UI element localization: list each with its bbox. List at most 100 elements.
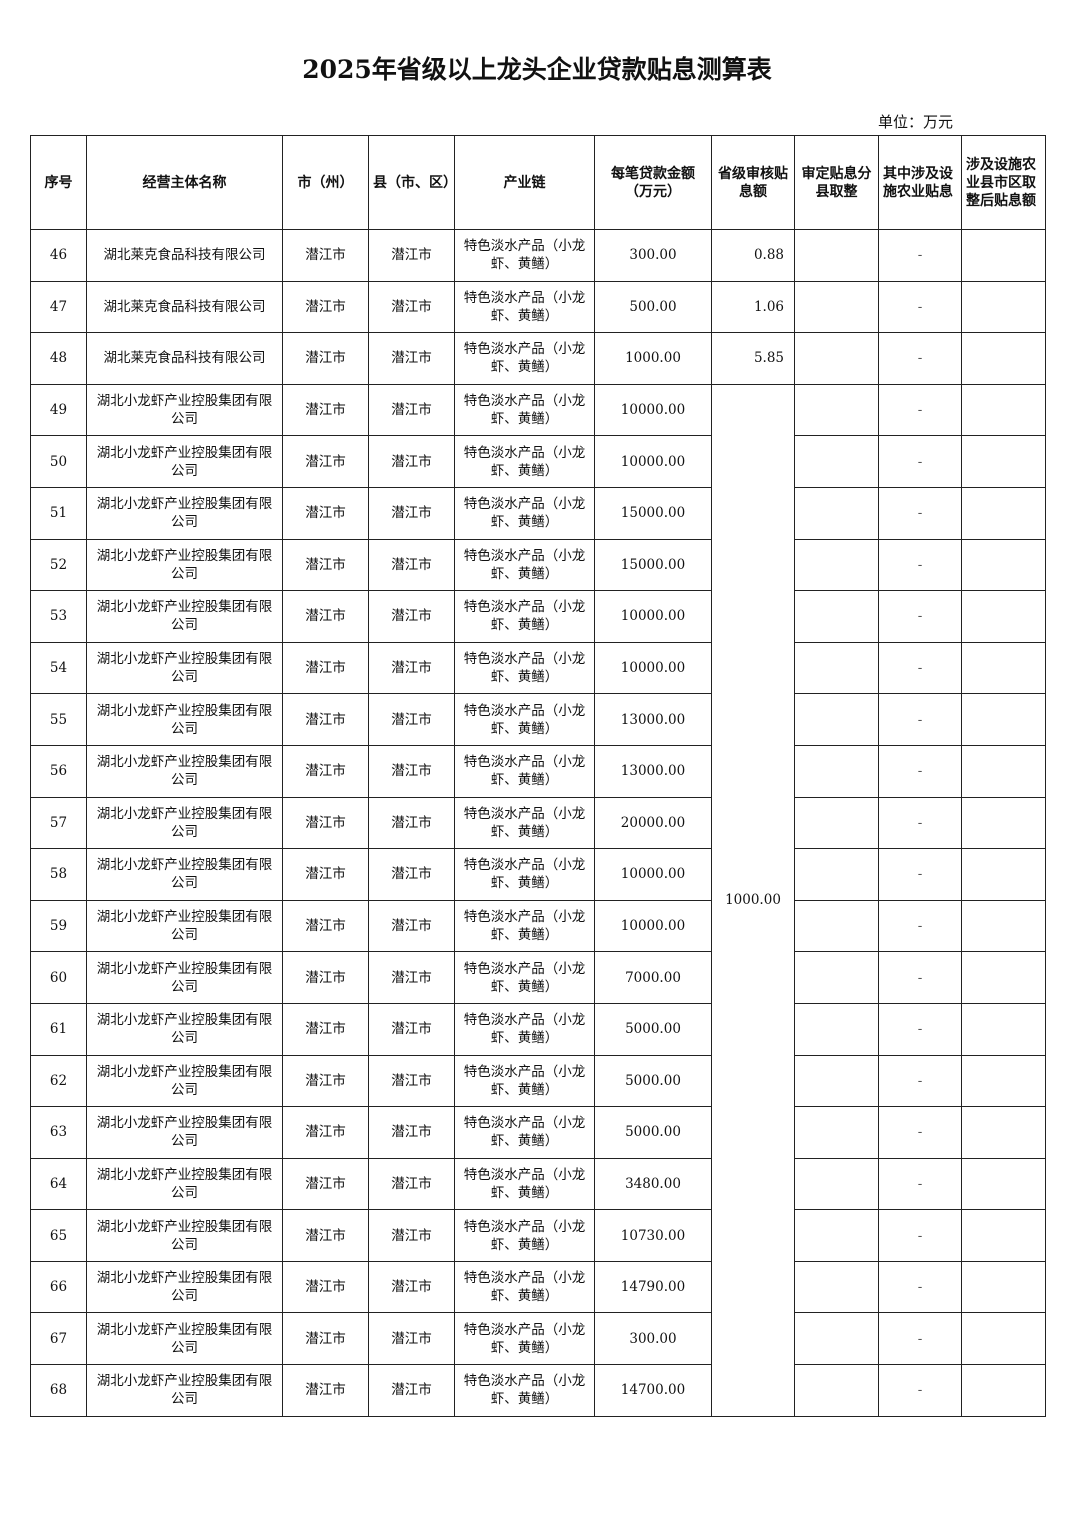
cell-rounded bbox=[794, 538, 879, 592]
cell-chain: 特色淡水产品（小龙虾、黄鳝） bbox=[454, 1312, 595, 1366]
cell-amount: 7000.00 bbox=[594, 951, 712, 1004]
cell-no: 53 bbox=[30, 590, 87, 643]
cell-chain: 特色淡水产品（小龙虾、黄鳝） bbox=[454, 1157, 595, 1211]
cell-facility: - bbox=[878, 848, 962, 901]
cell-city: 潜江市 bbox=[282, 280, 369, 334]
cell-city: 潜江市 bbox=[282, 1364, 369, 1417]
cell-rounded bbox=[794, 1054, 879, 1108]
cell-facility: - bbox=[878, 1106, 962, 1159]
cell-rounded bbox=[794, 1260, 879, 1314]
cell-amount: 13000.00 bbox=[594, 693, 712, 746]
cell-county: 潜江市 bbox=[368, 229, 455, 282]
cell-name: 湖北小龙虾产业控股集团有限公司 bbox=[86, 951, 283, 1004]
cell-amount: 10000.00 bbox=[594, 641, 712, 695]
col-header-no: 序号 bbox=[30, 135, 87, 230]
cell-rounded bbox=[794, 1106, 879, 1159]
cell-city: 潜江市 bbox=[282, 1106, 369, 1159]
cell-no: 50 bbox=[30, 435, 87, 488]
cell-final bbox=[961, 538, 1046, 592]
col-header-rounded: 审定贴息分县取整 bbox=[794, 135, 879, 230]
cell-name: 湖北小龙虾产业控股集团有限公司 bbox=[86, 899, 283, 953]
cell-rounded bbox=[794, 486, 879, 540]
table-row: 47 湖北莱克食品科技有限公司 潜江市 潜江市 特色淡水产品（小龙虾、黄鳝） 500.00… bbox=[30, 280, 1046, 334]
cell-chain: 特色淡水产品（小龙虾、黄鳝） bbox=[454, 383, 595, 437]
cell-city: 潜江市 bbox=[282, 951, 369, 1004]
cell-name: 湖北小龙虾产业控股集团有限公司 bbox=[86, 538, 283, 592]
cell-chain: 特色淡水产品（小龙虾、黄鳝） bbox=[454, 1002, 595, 1056]
cell-county: 潜江市 bbox=[368, 1312, 455, 1366]
table-row: 67 湖北小龙虾产业控股集团有限公司 潜江市 潜江市 特色淡水产品（小龙虾、黄鳝） 300… bbox=[30, 1312, 1046, 1366]
cell-no: 52 bbox=[30, 538, 87, 592]
cell-subsidy: 0.88 bbox=[711, 229, 795, 282]
cell-facility: - bbox=[878, 796, 962, 850]
cell-amount: 15000.00 bbox=[594, 486, 712, 540]
table-row: 58 湖北小龙虾产业控股集团有限公司 潜江市 潜江市 特色淡水产品（小龙虾、黄鳝） 100… bbox=[30, 848, 1046, 901]
cell-final bbox=[961, 1260, 1046, 1314]
cell-rounded bbox=[794, 693, 879, 746]
cell-rounded bbox=[794, 229, 879, 282]
cell-final bbox=[961, 744, 1046, 798]
cell-amount: 10000.00 bbox=[594, 848, 712, 901]
cell-chain: 特色淡水产品（小龙虾、黄鳝） bbox=[454, 1209, 595, 1262]
cell-county: 潜江市 bbox=[368, 280, 455, 334]
cell-subsidy: 1.06 bbox=[711, 280, 795, 334]
cell-rounded bbox=[794, 280, 879, 334]
col-header-city: 市（州） bbox=[282, 135, 369, 230]
cell-amount: 5000.00 bbox=[594, 1054, 712, 1108]
cell-final bbox=[961, 332, 1046, 385]
cell-final bbox=[961, 435, 1046, 488]
col-header-chain: 产业链 bbox=[454, 135, 595, 230]
cell-facility: - bbox=[878, 383, 962, 437]
cell-county: 潜江市 bbox=[368, 744, 455, 798]
cell-final bbox=[961, 641, 1046, 695]
cell-facility: - bbox=[878, 486, 962, 540]
cell-rounded bbox=[794, 332, 879, 385]
cell-county: 潜江市 bbox=[368, 1002, 455, 1056]
col-header-amount: 每笔贷款金额（万元） bbox=[594, 135, 712, 230]
cell-facility: - bbox=[878, 332, 962, 385]
cell-city: 潜江市 bbox=[282, 1260, 369, 1314]
cell-rounded bbox=[794, 1364, 879, 1417]
cell-rounded bbox=[794, 1312, 879, 1366]
cell-facility: - bbox=[878, 1157, 962, 1211]
cell-final bbox=[961, 951, 1046, 1004]
table-row: 52 湖北小龙虾产业控股集团有限公司 潜江市 潜江市 特色淡水产品（小龙虾、黄鳝） 150… bbox=[30, 538, 1046, 592]
cell-city: 潜江市 bbox=[282, 229, 369, 282]
cell-city: 潜江市 bbox=[282, 1054, 369, 1108]
cell-amount: 300.00 bbox=[594, 1312, 712, 1366]
col-header-subsidy: 省级审核贴息额 bbox=[711, 135, 795, 230]
cell-amount: 10000.00 bbox=[594, 899, 712, 953]
cell-final bbox=[961, 1002, 1046, 1056]
cell-chain: 特色淡水产品（小龙虾、黄鳝） bbox=[454, 486, 595, 540]
cell-name: 湖北小龙虾产业控股集团有限公司 bbox=[86, 1106, 283, 1159]
cell-amount: 300.00 bbox=[594, 229, 712, 282]
cell-rounded bbox=[794, 1157, 879, 1211]
cell-final bbox=[961, 1364, 1046, 1417]
cell-amount: 500.00 bbox=[594, 280, 712, 334]
cell-city: 潜江市 bbox=[282, 899, 369, 953]
cell-county: 潜江市 bbox=[368, 332, 455, 385]
cell-no: 64 bbox=[30, 1157, 87, 1211]
cell-final bbox=[961, 486, 1046, 540]
table-row: 51 湖北小龙虾产业控股集团有限公司 潜江市 潜江市 特色淡水产品（小龙虾、黄鳝） 150… bbox=[30, 486, 1046, 540]
table-row: 55 湖北小龙虾产业控股集团有限公司 潜江市 潜江市 特色淡水产品（小龙虾、黄鳝） 130… bbox=[30, 693, 1046, 746]
cell-name: 湖北小龙虾产业控股集团有限公司 bbox=[86, 1002, 283, 1056]
cell-no: 68 bbox=[30, 1364, 87, 1417]
cell-amount: 15000.00 bbox=[594, 538, 712, 592]
cell-no: 55 bbox=[30, 693, 87, 746]
cell-rounded bbox=[794, 848, 879, 901]
cell-amount: 3480.00 bbox=[594, 1157, 712, 1211]
table-row: 65 湖北小龙虾产业控股集团有限公司 潜江市 潜江市 特色淡水产品（小龙虾、黄鳝） 107… bbox=[30, 1209, 1046, 1262]
col-header-name: 经营主体名称 bbox=[86, 135, 283, 230]
table-row: 59 湖北小龙虾产业控股集团有限公司 潜江市 潜江市 特色淡水产品（小龙虾、黄鳝） 100… bbox=[30, 899, 1046, 953]
cell-name: 湖北莱克食品科技有限公司 bbox=[86, 332, 283, 385]
cell-name: 湖北小龙虾产业控股集团有限公司 bbox=[86, 1260, 283, 1314]
cell-no: 56 bbox=[30, 744, 87, 798]
cell-chain: 特色淡水产品（小龙虾、黄鳝） bbox=[454, 951, 595, 1004]
cell-rounded bbox=[794, 1209, 879, 1262]
cell-county: 潜江市 bbox=[368, 538, 455, 592]
cell-chain: 特色淡水产品（小龙虾、黄鳝） bbox=[454, 1054, 595, 1108]
cell-rounded bbox=[794, 641, 879, 695]
cell-county: 潜江市 bbox=[368, 486, 455, 540]
cell-chain: 特色淡水产品（小龙虾、黄鳝） bbox=[454, 229, 595, 282]
